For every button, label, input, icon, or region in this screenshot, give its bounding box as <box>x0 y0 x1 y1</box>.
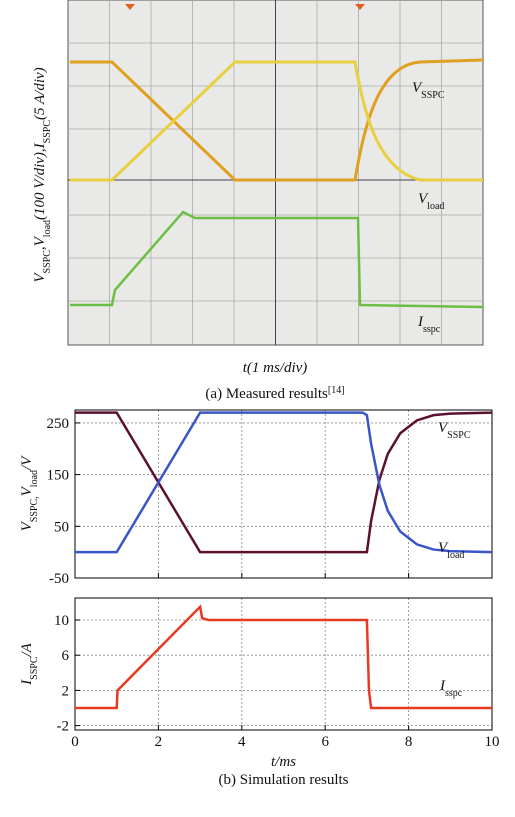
text-part: /A <box>19 642 35 657</box>
y-tick-label: 2 <box>62 683 70 699</box>
x-axis-label: t/ms <box>271 754 296 770</box>
subscript: SSPC <box>447 430 471 441</box>
y-tick-label: -2 <box>57 719 70 735</box>
subscript: SSPC <box>42 120 53 144</box>
subscript: SSPC <box>29 656 40 680</box>
subscript: SSPC <box>421 90 445 101</box>
x-tick-label: 8 <box>405 734 413 750</box>
subscript: sspc <box>445 688 463 699</box>
x-axis-label: t(1 ms/div) <box>243 360 308 376</box>
scope-screen <box>68 0 483 345</box>
text-part: /V <box>19 455 35 471</box>
text-part: (100 V/div),I <box>32 142 48 220</box>
figure: VSSPC,Vload(100 V/div),ISSPC(5 A/div) VS… <box>0 0 515 817</box>
y-tick-label: 10 <box>54 613 69 629</box>
x-tick-label: 10 <box>485 734 500 750</box>
x-tick-label: 4 <box>238 734 246 750</box>
plot-area <box>75 598 492 730</box>
caption: (b) Simulation results <box>219 772 349 788</box>
caption-text: (a) Measured results <box>205 386 328 402</box>
y-tick-label: 250 <box>47 416 70 432</box>
x-tick-label: 2 <box>155 734 163 750</box>
text-part: (5 A/div) <box>32 67 48 120</box>
y-axis-label: VSSPC,Vload(100 V/div),ISSPC(5 A/div) <box>32 67 53 282</box>
y-tick-label: 150 <box>47 468 70 484</box>
y-axis-label: VSSPC,Vload/V <box>19 455 40 532</box>
y-tick-label: 6 <box>62 648 70 664</box>
x-tick-label: 0 <box>71 734 79 750</box>
x-tick-label: 6 <box>321 734 329 750</box>
y-tick-label: -50 <box>49 571 69 587</box>
superscript: [14] <box>328 385 345 396</box>
subscript: load <box>447 550 464 561</box>
subscript: load <box>29 470 40 487</box>
y-tick-label: 50 <box>54 519 69 535</box>
subscript: SSPC <box>42 250 53 274</box>
y-axis-label: ISSPC/A <box>19 642 40 686</box>
caption: (a) Measured results[14] <box>205 385 344 403</box>
subscript: load <box>427 201 444 212</box>
subscript: sspc <box>423 324 441 335</box>
subscript: load <box>42 220 53 237</box>
subscript: SSPC, <box>29 496 40 522</box>
